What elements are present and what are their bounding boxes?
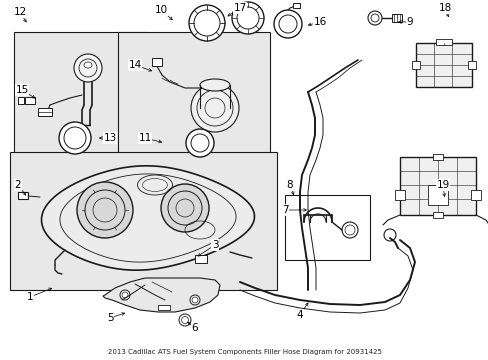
Bar [399, 157, 475, 215]
Circle shape [161, 184, 208, 232]
Circle shape [189, 5, 224, 41]
Text: 1: 1 [27, 292, 33, 302]
Bar [292, 3, 299, 8]
Text: 5: 5 [106, 313, 113, 323]
Text: 9: 9 [406, 17, 412, 27]
Bar [158, 305, 170, 310]
Circle shape [179, 314, 191, 326]
Text: 16: 16 [313, 17, 326, 27]
Bar [427, 185, 447, 205]
Polygon shape [41, 166, 254, 270]
Circle shape [59, 122, 91, 154]
Bar [467, 61, 475, 69]
Circle shape [341, 222, 357, 238]
Bar [25, 97, 35, 104]
Text: 18: 18 [437, 3, 451, 13]
Text: 12: 12 [13, 7, 26, 17]
Circle shape [120, 290, 130, 300]
Text: 7: 7 [281, 205, 288, 215]
Circle shape [74, 54, 102, 82]
Bar [118, 32, 269, 158]
Ellipse shape [200, 79, 229, 91]
Bar [391, 14, 401, 22]
Bar [18, 97, 24, 104]
Circle shape [191, 84, 239, 132]
Bar [10, 152, 276, 290]
Circle shape [231, 2, 264, 34]
Bar [195, 255, 206, 263]
Bar [470, 190, 480, 200]
Text: 3: 3 [211, 240, 218, 250]
Text: 14: 14 [128, 60, 142, 70]
Text: 15: 15 [15, 85, 29, 95]
Circle shape [367, 11, 381, 25]
Bar [435, 39, 451, 45]
Circle shape [77, 182, 133, 238]
Bar [411, 61, 419, 69]
Bar [14, 32, 147, 158]
Bar [152, 58, 162, 66]
Circle shape [273, 10, 302, 38]
Bar [432, 212, 442, 218]
Text: 10: 10 [154, 5, 167, 15]
Text: 6: 6 [191, 323, 198, 333]
Text: 2013 Cadillac ATS Fuel System Components Filler Hose Diagram for 20931425: 2013 Cadillac ATS Fuel System Components… [107, 349, 381, 355]
Text: 4: 4 [296, 310, 303, 320]
Text: 2: 2 [15, 180, 21, 190]
Text: 8: 8 [286, 180, 293, 190]
Circle shape [185, 129, 214, 157]
Circle shape [190, 295, 200, 305]
Bar [394, 190, 404, 200]
Text: 13: 13 [103, 133, 116, 143]
Bar [415, 43, 471, 87]
Bar [18, 192, 28, 199]
Bar [285, 195, 369, 260]
Polygon shape [103, 278, 220, 312]
Text: 19: 19 [435, 180, 448, 190]
Bar [38, 108, 52, 116]
Text: 17: 17 [233, 3, 246, 13]
Text: 11: 11 [138, 133, 151, 143]
Bar [432, 154, 442, 160]
